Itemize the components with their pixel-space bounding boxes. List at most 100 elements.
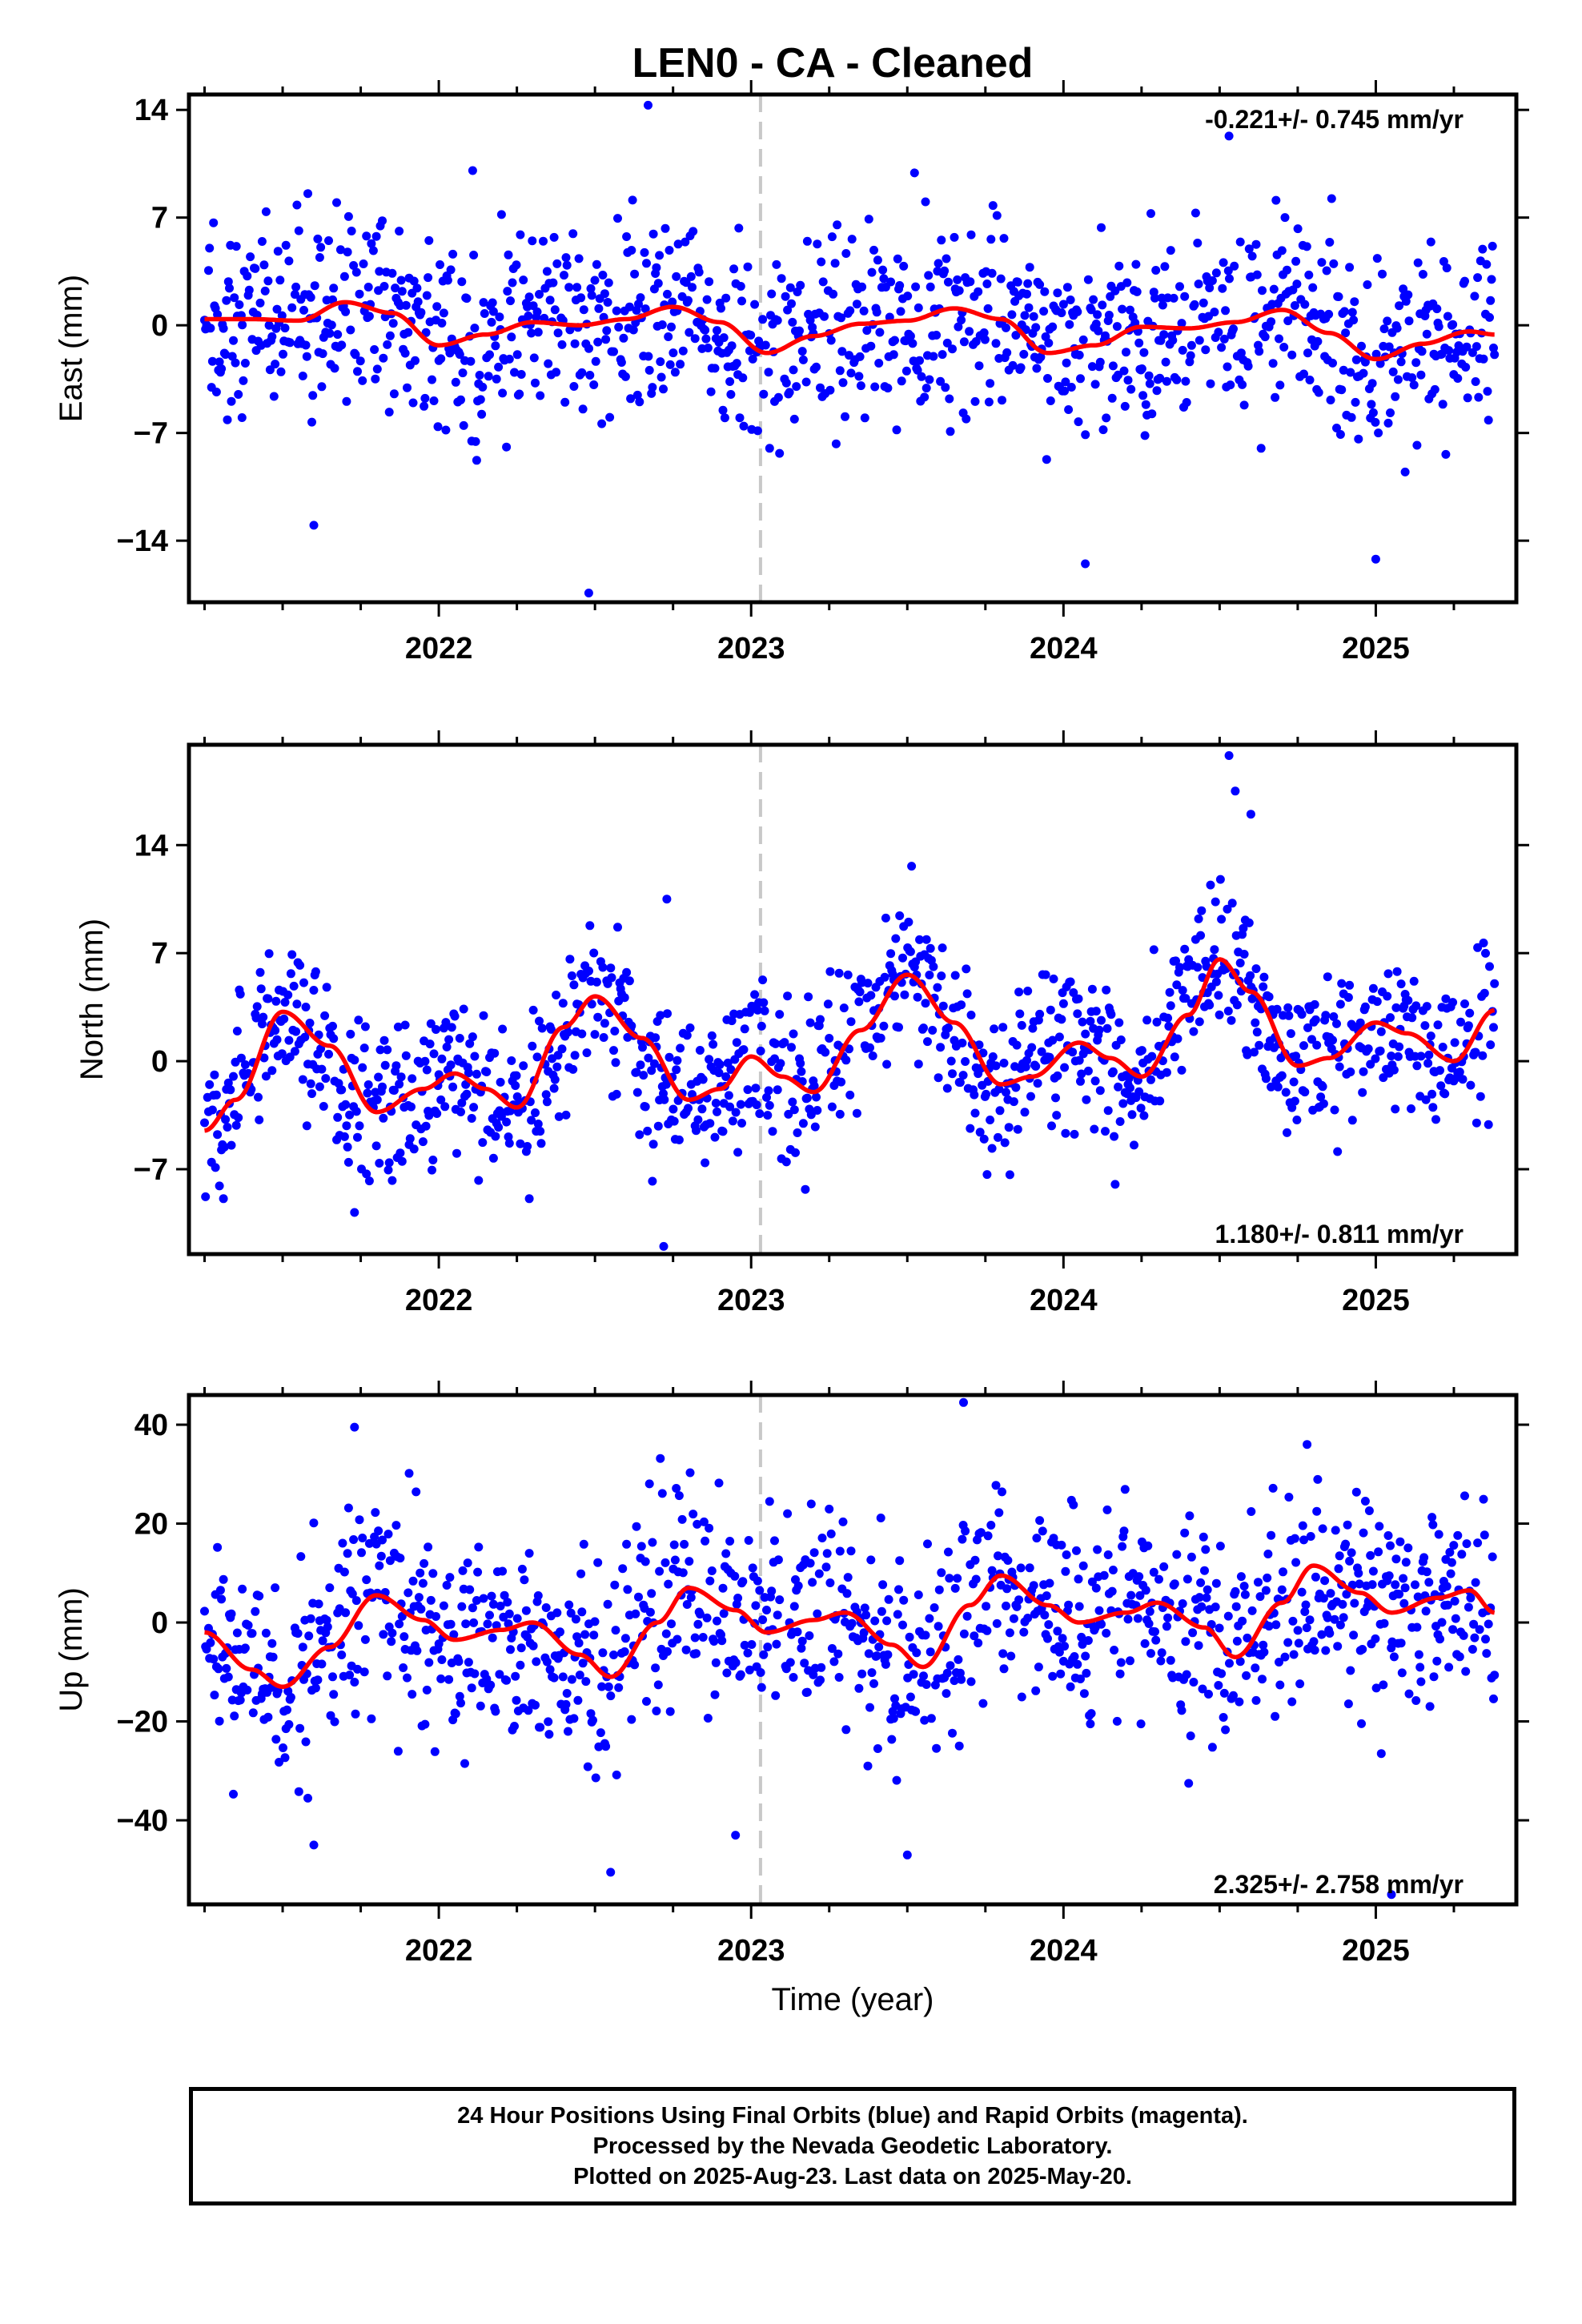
east-data-point	[783, 305, 793, 315]
east-data-point	[1413, 258, 1423, 267]
up-data-point	[1198, 1684, 1207, 1694]
east-data-point	[553, 328, 563, 338]
east-x-tick-label: 2025	[1342, 632, 1410, 665]
up-data-point	[890, 1694, 899, 1703]
east-data-point	[966, 277, 975, 287]
east-data-point	[1411, 358, 1421, 368]
up-data-point	[378, 1535, 387, 1545]
up-data-point	[1200, 1566, 1209, 1575]
north-data-point	[674, 1135, 684, 1144]
up-data-point	[1294, 1638, 1303, 1648]
east-data-point	[1118, 304, 1127, 314]
east-data-point	[1334, 292, 1343, 301]
up-data-point	[913, 1590, 923, 1599]
north-data-point	[450, 1011, 460, 1021]
up-data-point	[303, 1793, 312, 1803]
east-plot-frame	[187, 92, 1519, 605]
north-data-point	[876, 1033, 885, 1043]
north-data-point	[975, 1128, 985, 1137]
east-data-point	[1442, 263, 1452, 273]
east-data-point	[1383, 418, 1393, 428]
north-data-point	[316, 1044, 326, 1054]
north-x-tick-label: 2024	[1030, 1284, 1098, 1317]
east-data-point	[854, 372, 864, 381]
north-rate-label: 1.180+/- 0.811 mm/yr	[1215, 1220, 1464, 1248]
east-data-point	[267, 332, 277, 341]
up-data-point	[982, 1626, 992, 1635]
north-data-point	[235, 989, 245, 999]
north-data-point	[307, 1089, 316, 1099]
north-data-point	[1431, 1115, 1440, 1124]
north-data-point	[994, 1132, 1002, 1142]
up-data-point	[426, 1595, 436, 1605]
east-data-point	[689, 227, 698, 236]
up-data-point	[1006, 1651, 1016, 1661]
east-data-point	[767, 289, 777, 299]
up-outlier-point	[731, 1831, 741, 1840]
up-data-point	[1279, 1567, 1287, 1577]
north-data-point	[396, 1148, 405, 1158]
up-data-point	[472, 1596, 481, 1605]
north-data-point	[1086, 1016, 1095, 1026]
north-data-point	[1333, 1147, 1343, 1156]
east-data-point	[1155, 373, 1165, 383]
north-data-point	[1206, 880, 1215, 890]
up-data-point	[1347, 1580, 1357, 1590]
north-outlier-point	[1231, 786, 1240, 796]
north-data-point	[796, 1059, 805, 1068]
east-data-point	[1095, 357, 1105, 367]
north-data-point	[251, 1013, 261, 1023]
north-data-point	[391, 1061, 401, 1071]
east-data-point	[1337, 385, 1347, 395]
up-data-point	[295, 1723, 305, 1733]
up-data-point	[911, 1707, 921, 1716]
up-data-point	[1422, 1567, 1431, 1577]
north-data-point	[1118, 1099, 1128, 1108]
up-data-point	[1290, 1534, 1299, 1543]
up-data-point	[693, 1619, 703, 1629]
up-data-point	[1320, 1576, 1330, 1586]
east-data-point	[1201, 345, 1211, 355]
north-data-point	[1303, 1023, 1312, 1032]
east-data-point	[837, 313, 846, 323]
up-data-point	[1016, 1563, 1026, 1573]
up-data-point	[1267, 1530, 1276, 1540]
up-data-point	[596, 1728, 605, 1738]
east-data-point	[1123, 376, 1133, 385]
east-data-point	[1412, 440, 1422, 450]
north-data-point	[640, 1102, 650, 1112]
north-data-point	[299, 978, 308, 987]
east-data-point	[496, 210, 506, 219]
east-data-point	[627, 246, 636, 255]
north-data-point	[921, 999, 930, 1008]
north-data-point	[393, 1022, 403, 1031]
east-data-point	[219, 324, 228, 333]
up-data-point	[674, 1491, 684, 1501]
north-data-point	[649, 1059, 659, 1068]
east-data-point	[781, 378, 791, 388]
east-data-point	[529, 353, 539, 363]
north-data-point	[1299, 1041, 1308, 1051]
east-data-point	[736, 282, 745, 291]
up-data-point	[1310, 1646, 1319, 1655]
north-data-point	[978, 1048, 988, 1058]
north-data-point	[261, 1072, 271, 1081]
east-data-point	[502, 442, 512, 452]
up-data-point	[1368, 1566, 1378, 1576]
north-data-point	[825, 1034, 834, 1043]
east-data-point	[475, 371, 484, 380]
north-data-point	[221, 1115, 231, 1124]
up-data-point	[892, 1775, 901, 1785]
up-data-point	[946, 1661, 955, 1671]
east-data-point	[1391, 392, 1400, 401]
up-data-point	[772, 1639, 781, 1649]
east-rate-label: -0.221+/- 0.745 mm/yr	[1205, 105, 1464, 134]
east-data-point	[234, 390, 243, 399]
east-data-point	[1375, 359, 1385, 368]
north-data-point	[459, 1004, 468, 1014]
north-data-point	[1311, 1015, 1320, 1024]
up-data-point	[755, 1586, 765, 1595]
east-data-point	[616, 358, 626, 367]
east-data-point	[1217, 343, 1227, 352]
